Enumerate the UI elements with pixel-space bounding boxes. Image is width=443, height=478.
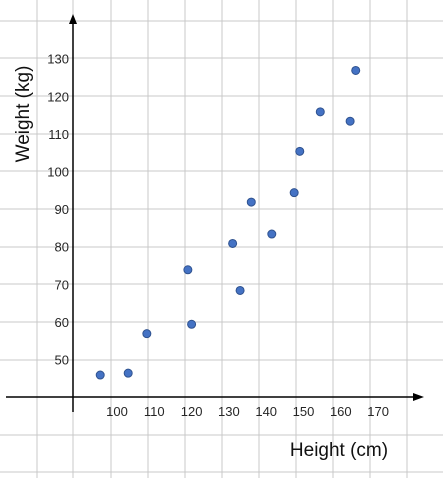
y-tick-label: 60 bbox=[55, 315, 69, 330]
x-tick-label: 100 bbox=[106, 404, 128, 419]
x-tick-label: 140 bbox=[255, 404, 277, 419]
data-point bbox=[183, 265, 193, 275]
x-tick-labels: 100 110 120 130 140 150 160 170 bbox=[106, 404, 389, 419]
data-point bbox=[142, 329, 152, 339]
data-point bbox=[235, 285, 245, 295]
x-tick-label: 110 bbox=[144, 404, 165, 419]
data-point bbox=[228, 238, 238, 248]
x-axis-label: Height (cm) bbox=[290, 440, 388, 461]
data-point bbox=[345, 116, 355, 126]
y-tick-label: 90 bbox=[55, 202, 69, 217]
y-axis-arrow bbox=[69, 14, 77, 24]
data-point bbox=[95, 370, 105, 380]
data-point bbox=[351, 65, 361, 75]
y-tick-label: 50 bbox=[55, 353, 69, 368]
data-point bbox=[187, 319, 197, 329]
y-tick-label: 110 bbox=[48, 127, 69, 142]
data-point bbox=[267, 229, 277, 239]
y-tick-label: 130 bbox=[47, 52, 69, 67]
data-points bbox=[95, 65, 361, 380]
x-axis-arrow bbox=[413, 393, 424, 401]
data-point bbox=[123, 368, 133, 378]
y-tick-labels: 50 60 70 80 90 100 110 120 130 bbox=[47, 52, 69, 368]
y-tick-label: 80 bbox=[55, 240, 69, 255]
data-point bbox=[315, 107, 325, 117]
data-point bbox=[295, 146, 305, 156]
data-point bbox=[246, 197, 256, 207]
y-tick-label: 70 bbox=[55, 277, 69, 292]
y-tick-label: 100 bbox=[47, 165, 69, 180]
y-axis-label: Weight (kg) bbox=[13, 66, 34, 163]
x-tick-label: 120 bbox=[181, 404, 203, 419]
y-tick-label: 120 bbox=[47, 89, 69, 104]
x-tick-label: 170 bbox=[367, 404, 389, 419]
data-point bbox=[289, 188, 299, 198]
x-tick-label: 150 bbox=[293, 404, 315, 419]
x-tick-label: 130 bbox=[218, 404, 240, 419]
x-tick-label: 160 bbox=[330, 404, 352, 419]
